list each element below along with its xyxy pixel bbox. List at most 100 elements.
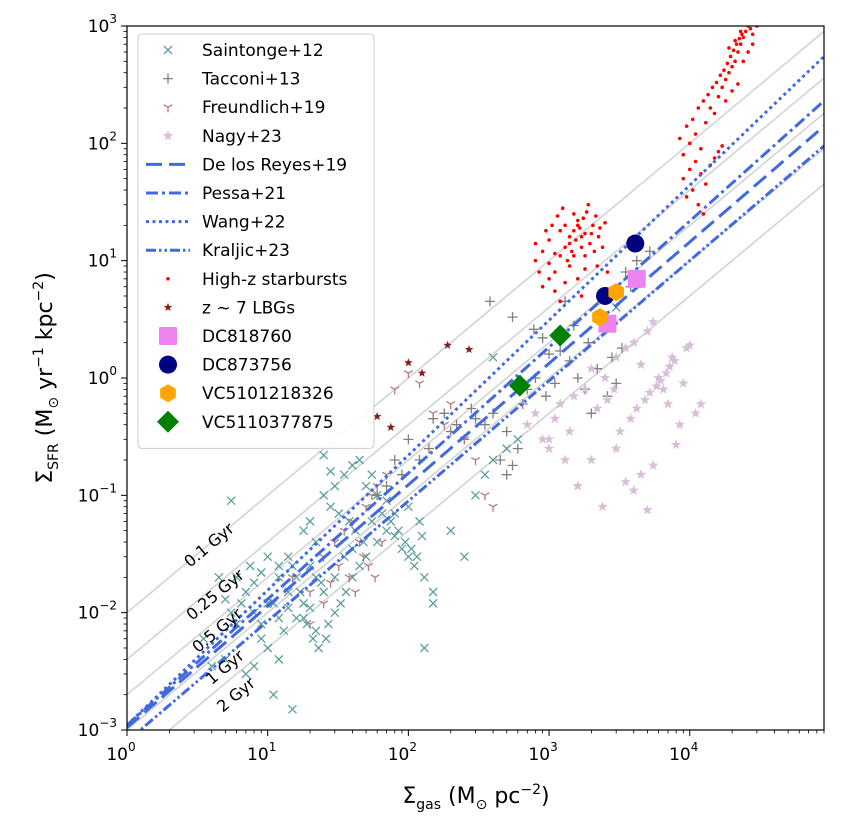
point-dot-4: [727, 46, 731, 50]
depletion-line-2: [127, 112, 824, 696]
point-dot-4: [574, 238, 578, 242]
point-x-0: [220, 594, 230, 604]
point-dot-4: [750, 32, 755, 37]
point-star-3: [631, 402, 642, 413]
point-star-3: [579, 383, 591, 394]
legend-label-1: Tacconi+13: [201, 70, 300, 90]
point-star-3: [610, 443, 622, 454]
point-x-0: [367, 516, 377, 526]
point-star-3: [642, 504, 653, 515]
galaxy-marker-3: [549, 324, 572, 347]
point-+-1: [501, 469, 512, 480]
point-starb-5: [464, 344, 474, 354]
point-x-0: [372, 537, 382, 547]
point-+-1: [611, 378, 622, 389]
legend-label-6: Wang+22: [202, 213, 286, 233]
point-x-0: [390, 531, 400, 541]
point-+-1: [549, 378, 560, 389]
point-x-0: [319, 490, 329, 500]
point-star-3: [655, 375, 666, 386]
point-dot-4: [687, 167, 692, 172]
point-x-0: [471, 490, 480, 500]
point-star-3: [592, 402, 603, 413]
point-star-3: [670, 439, 682, 450]
point-dot-4: [738, 29, 743, 34]
y-tick-label: 100: [88, 364, 117, 389]
point-x-0: [339, 470, 349, 480]
point-dot-4: [701, 212, 706, 216]
point-tri-2: [370, 574, 380, 583]
point-+-1: [479, 419, 490, 430]
point-dot-4: [733, 38, 737, 43]
point-x-0: [355, 455, 365, 465]
point-x-0: [419, 572, 429, 582]
point-tri-2: [446, 400, 456, 410]
point-star-3: [684, 339, 695, 350]
point-dot-4: [736, 50, 740, 54]
point-dot-4: [734, 42, 739, 46]
point-dot-4: [716, 94, 721, 99]
legend-label-5: Pessa+21: [202, 184, 286, 204]
legend: Saintonge+12 Tacconi+13 Freundlich+19 Nagy+…: [137, 33, 375, 449]
point-dot-4: [547, 261, 551, 266]
point-tri-2: [363, 562, 374, 571]
point-dot-4: [737, 36, 742, 41]
point-star-3: [614, 426, 626, 436]
point-star-3: [647, 459, 659, 470]
galaxy-marker-3: [508, 374, 531, 397]
point-x-0: [502, 444, 512, 454]
point-tri-2: [403, 370, 414, 379]
point-dot-4: [581, 216, 586, 221]
point-star-3: [537, 433, 548, 444]
point-star-3: [586, 454, 597, 465]
point-starb-5: [386, 422, 396, 431]
point-star-3: [620, 476, 631, 487]
point-dot-4: [598, 226, 602, 230]
point-dot-4: [684, 195, 689, 199]
point-dot-4: [690, 117, 695, 122]
point-star-3: [530, 407, 541, 418]
point-x-0: [323, 619, 333, 629]
legend-label-2: Freundlich+19: [202, 98, 325, 118]
point-dot-4: [540, 284, 545, 289]
point-dot-4: [592, 249, 597, 254]
point-x-0: [232, 572, 241, 582]
point-star-3: [586, 363, 597, 374]
point-tri-2: [480, 492, 490, 501]
legend-marker-8: [166, 277, 170, 281]
point-dot-4: [572, 254, 576, 258]
point-dot-4: [563, 280, 567, 285]
point-dot-4: [741, 35, 746, 40]
point-x-0: [241, 669, 251, 679]
point-dot-4: [560, 206, 565, 211]
legend-marker-13: [157, 410, 179, 433]
legend-label-9: z ∼ 7 LBGs: [202, 298, 295, 318]
point-star-3: [602, 394, 613, 405]
point-star-3: [651, 380, 662, 391]
point-dot-4: [583, 254, 587, 258]
point-star-3: [674, 419, 686, 430]
point-+-1: [466, 403, 477, 414]
point-star-3: [620, 342, 631, 353]
legend-marker-9: [163, 302, 173, 312]
legend-marker-12: [160, 384, 176, 403]
point-dot-4: [684, 124, 689, 128]
point-x-0: [326, 502, 336, 512]
point-star-3: [690, 407, 701, 418]
point-x-0: [299, 526, 309, 536]
point-x-0: [226, 608, 236, 618]
point-dot-4: [750, 42, 755, 46]
point-tri-2: [325, 579, 336, 588]
point-dot-4: [558, 228, 563, 233]
point-star-3: [543, 443, 555, 454]
point-star-3: [628, 337, 639, 348]
legend-label-12: VC5101218326: [202, 384, 334, 404]
galaxy-marker-2: [592, 308, 608, 327]
point-star-3: [639, 394, 651, 405]
galaxy-markers: [508, 234, 646, 397]
point-dot-4: [579, 245, 584, 250]
point-dot-4: [586, 202, 591, 207]
point-dot-4: [708, 106, 713, 110]
point-star-3: [599, 372, 611, 383]
